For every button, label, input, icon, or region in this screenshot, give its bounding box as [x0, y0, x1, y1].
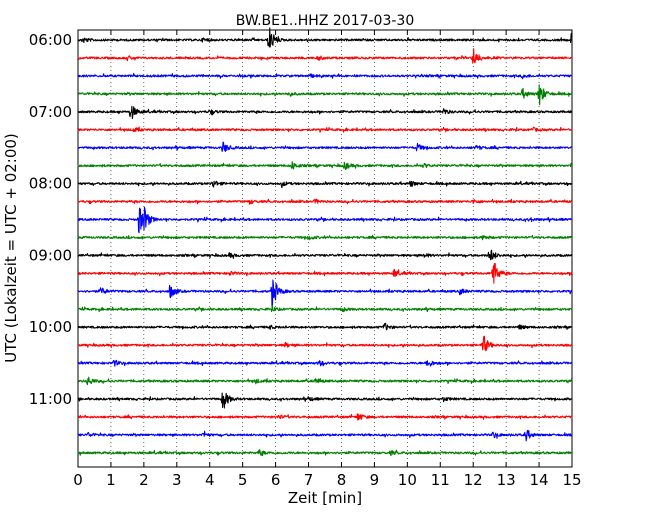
- x-tick-label: 6: [271, 471, 281, 489]
- trace-row: [77, 234, 573, 241]
- trace-row: [77, 335, 573, 352]
- y-axis: 06:00 07:00 08:00 09:00 10:00 11:00: [29, 31, 572, 408]
- x-tick-label: 7: [304, 471, 314, 489]
- chart-title: BW.BE1..HHZ 2017-03-30: [236, 13, 415, 29]
- x-tick-label: 3: [172, 471, 182, 489]
- grid-lines: [110, 30, 540, 467]
- y-tick-label: 11:00: [29, 390, 72, 408]
- x-tick-label: 11: [431, 471, 450, 489]
- x-axis: 0 1 2 3 4 5 6 7 8 9 10 11 12 13 14 15: [73, 30, 582, 489]
- x-tick-label: 0: [73, 471, 83, 489]
- trace-row: [77, 206, 573, 234]
- trace-row: [77, 449, 573, 457]
- trace-row: [77, 84, 573, 106]
- y-axis-label: UTC (Lokalzeit = UTC + 02:00): [2, 133, 20, 363]
- y-tick-label: 09:00: [29, 246, 72, 264]
- x-tick-label: 8: [337, 471, 347, 489]
- x-tick-label: 10: [398, 471, 417, 489]
- trace-row: [77, 105, 573, 119]
- trace-row: [77, 263, 573, 284]
- x-tick-label: 5: [238, 471, 248, 489]
- trace-row: [77, 359, 573, 367]
- x-tick-label: 4: [205, 471, 215, 489]
- y-tick-label: 06:00: [29, 31, 72, 49]
- trace-row: [77, 48, 573, 64]
- trace-row: [77, 304, 573, 313]
- x-tick-label: 15: [562, 471, 581, 489]
- x-tick-label: 14: [530, 471, 549, 489]
- trace-row: [77, 180, 573, 189]
- trace-row: [77, 392, 573, 409]
- seismogram-traces: [77, 27, 573, 457]
- trace-row: [77, 376, 573, 386]
- trace-row: [77, 72, 573, 80]
- trace-row: [77, 141, 573, 153]
- y-tick-label: 07:00: [29, 103, 72, 121]
- plot-frame: [77, 29, 573, 468]
- trace-row: [77, 249, 573, 261]
- x-tick-label: 1: [106, 471, 116, 489]
- trace-row: [77, 161, 573, 171]
- trace-row: [77, 322, 573, 331]
- x-tick-label: 12: [464, 471, 483, 489]
- trace-row: [77, 27, 573, 48]
- trace-row: [77, 429, 573, 442]
- x-tick-label: 13: [497, 471, 516, 489]
- trace-row: [77, 126, 573, 133]
- y-tick-label: 08:00: [29, 175, 72, 193]
- trace-row: [77, 413, 573, 421]
- y-tick-label: 10:00: [29, 318, 72, 336]
- x-axis-label: Zeit [min]: [288, 489, 362, 507]
- trace-row: [77, 279, 573, 309]
- trace-row: [77, 198, 573, 205]
- x-tick-label: 2: [139, 471, 149, 489]
- x-tick-label: 9: [370, 471, 380, 489]
